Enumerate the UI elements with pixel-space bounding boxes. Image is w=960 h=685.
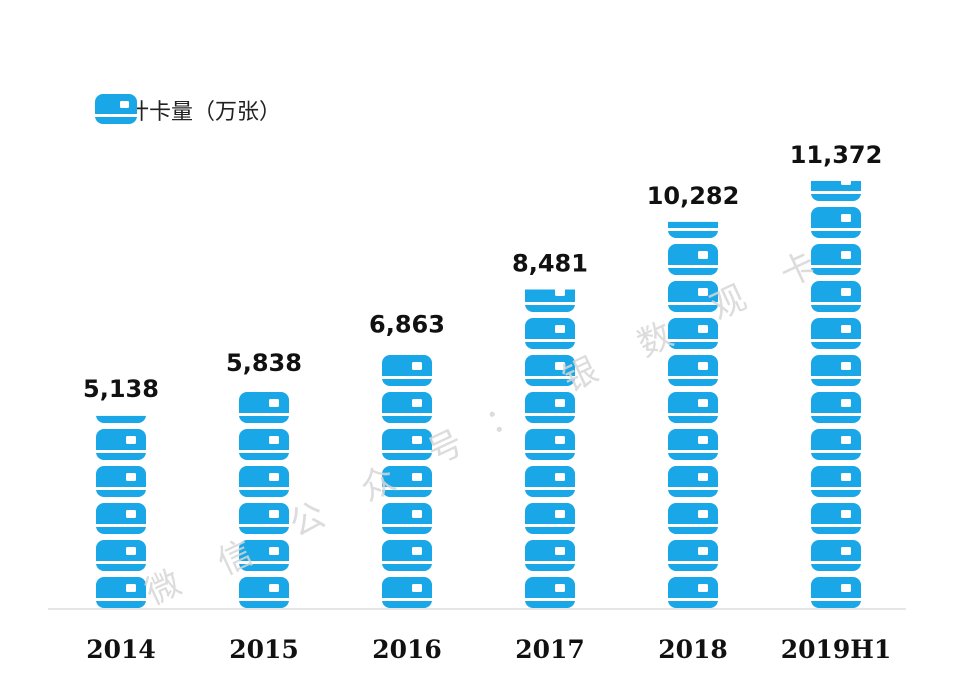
x-tick-label-2017: 2017	[515, 635, 585, 664]
value-label-2015: 5,838	[226, 349, 302, 377]
bar-2016	[382, 355, 432, 608]
value-label-2014: 5,138	[83, 375, 159, 403]
bar-2019H1	[811, 181, 861, 608]
value-label-2017: 8,481	[512, 250, 588, 278]
bar-2014	[96, 415, 146, 608]
x-tick-label-2016: 2016	[372, 635, 442, 664]
value-label-2019H1: 11,372	[790, 141, 883, 169]
x-tick-label-2019H1: 2019H1	[781, 635, 892, 664]
card-legend-icon	[95, 94, 137, 124]
bar-2018	[668, 221, 718, 608]
x-tick-label-2015: 2015	[229, 635, 299, 664]
value-label-2016: 6,863	[369, 310, 445, 338]
bar-2015	[239, 392, 289, 608]
bar-2017	[525, 289, 575, 608]
x-tick-label-2018: 2018	[658, 635, 728, 664]
value-label-2018: 10,282	[647, 182, 740, 210]
legend: 累计卡量（万张）	[95, 94, 281, 126]
x-tick-label-2014: 2014	[86, 635, 156, 664]
